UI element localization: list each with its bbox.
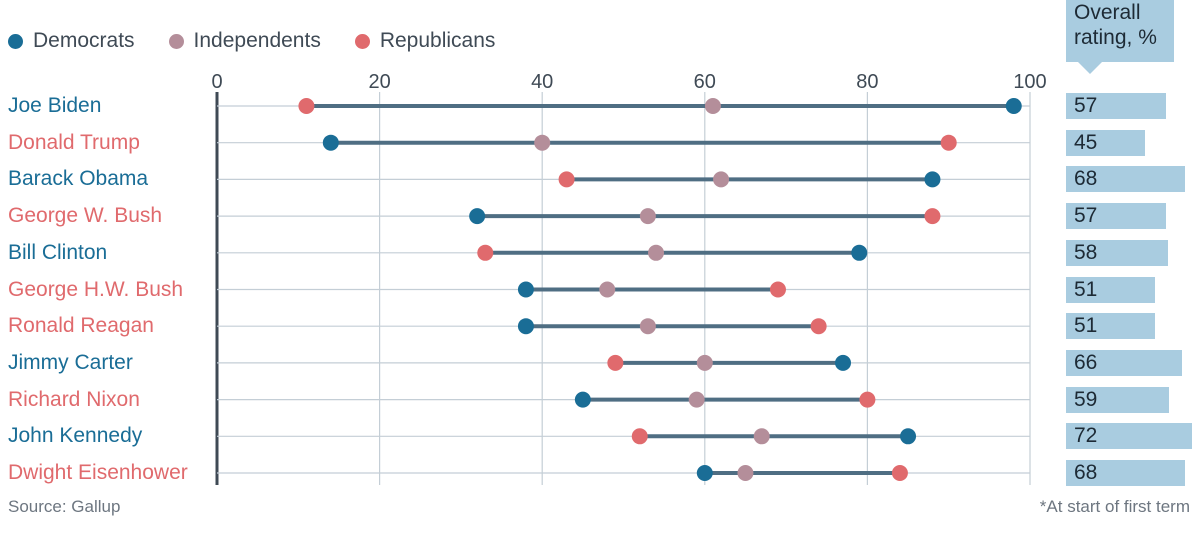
dot-republicans-bill-clinton <box>477 244 494 261</box>
overall-rating-header-line1: Overall <box>1074 1 1141 24</box>
dot-republicans-george-w-bush <box>924 208 941 225</box>
dot-independents-george-h-w-bush <box>599 281 616 298</box>
footnote: *At start of first term <box>1039 497 1190 516</box>
legend-item-independents: Independents <box>168 29 321 53</box>
rating-value-george-w-bush: 57 <box>1074 204 1098 228</box>
row-label-george-h-w-bush: George H.W. Bush <box>8 277 184 301</box>
dot-independents-barack-obama <box>713 171 730 188</box>
x-tick-label-20: 20 <box>368 71 390 93</box>
dot-democrats-dwight-eisenhower <box>696 465 713 481</box>
rating-value-george-h-w-bush: 51 <box>1074 277 1098 301</box>
overall-rating-header-line2: rating, % <box>1074 26 1157 49</box>
rating-bar-john-kennedy <box>1066 423 1192 450</box>
rating-value-donald-trump: 45 <box>1074 130 1098 154</box>
dot-democrats-ronald-reagan <box>517 318 534 335</box>
x-tick-label-60: 60 <box>694 71 716 93</box>
dot-democrats-john-kennedy <box>900 428 917 445</box>
rating-bar-george-h-w-bush <box>1066 276 1155 303</box>
dot-republicans-john-kennedy <box>631 428 648 445</box>
rating-value-jimmy-carter: 66 <box>1074 350 1098 374</box>
dot-independents-richard-nixon <box>688 391 705 408</box>
legend-item-democrats: Democrats <box>8 29 135 53</box>
rating-bar-richard-nixon <box>1066 386 1169 413</box>
legend-label-republicans: Republicans <box>379 29 496 52</box>
dot-independents-dwight-eisenhower <box>737 465 754 481</box>
dot-republicans-donald-trump <box>940 134 957 151</box>
dot-republicans-george-h-w-bush <box>769 281 786 298</box>
rating-bar-jimmy-carter <box>1066 349 1182 376</box>
dot-republicans-dwight-eisenhower <box>891 465 908 481</box>
x-tick-label-100: 100 <box>1013 71 1046 93</box>
dot-independents-joe-biden <box>704 98 721 114</box>
dot-republicans-joe-biden <box>298 98 315 114</box>
dot-democrats-george-w-bush <box>469 208 486 225</box>
rating-bar-bill-clinton <box>1066 239 1168 266</box>
dot-democrats-donald-trump <box>322 134 339 151</box>
row-label-bill-clinton: Bill Clinton <box>8 240 108 264</box>
dot-independents-bill-clinton <box>648 244 665 261</box>
dot-independents-donald-trump <box>534 134 551 151</box>
dot-republicans-jimmy-carter <box>607 354 624 371</box>
rating-value-joe-biden: 57 <box>1074 94 1098 117</box>
dot-independents-george-w-bush <box>639 208 656 225</box>
dot-democrats-barack-obama <box>924 171 941 188</box>
dot-republicans-richard-nixon <box>859 391 876 408</box>
rating-value-barack-obama: 68 <box>1074 167 1098 191</box>
rating-bar-donald-trump <box>1066 129 1145 156</box>
rating-value-john-kennedy: 72 <box>1074 424 1098 448</box>
x-tick-label-80: 80 <box>856 71 878 93</box>
dot-democrats-joe-biden <box>1005 98 1022 114</box>
dot-range-plot: 0 20 40 60 80 100 <box>211 71 1047 485</box>
rating-bar-george-w-bush <box>1066 203 1166 230</box>
legend-item-republicans: Republicans <box>354 29 496 53</box>
rating-value-bill-clinton: 58 <box>1074 240 1098 264</box>
dot-independents-ronald-reagan <box>639 318 656 335</box>
rating-bar-barack-obama <box>1066 166 1185 193</box>
rating-bar-dwight-eisenhower <box>1066 460 1185 486</box>
rating-value-ronald-reagan: 51 <box>1074 314 1098 338</box>
dot-democrats-jimmy-carter <box>835 354 852 371</box>
legend-dot-republicans <box>354 33 370 49</box>
row-label-john-kennedy: John Kennedy <box>8 424 143 448</box>
rating-bar-ronald-reagan <box>1066 313 1155 340</box>
legend-label-independents: Independents <box>193 29 321 52</box>
dot-republicans-ronald-reagan <box>810 318 827 335</box>
dot-democrats-bill-clinton <box>851 244 868 261</box>
dot-democrats-george-h-w-bush <box>517 281 534 298</box>
row-label-barack-obama: Barack Obama <box>8 167 149 191</box>
legend-label-democrats: Democrats <box>33 29 135 52</box>
rating-value-dwight-eisenhower: 68 <box>1074 461 1098 484</box>
legend-dot-independents <box>168 33 184 49</box>
overall-rating-header: Overall rating, % <box>1066 0 1174 74</box>
dot-independents-jimmy-carter <box>696 354 713 371</box>
row-label-richard-nixon: Richard Nixon <box>8 387 140 411</box>
rating-value-richard-nixon: 59 <box>1074 387 1098 411</box>
row-label-george-w-bush: George W. Bush <box>8 204 163 228</box>
x-tick-label-40: 40 <box>531 71 553 93</box>
legend-dot-democrats <box>8 33 23 49</box>
legend: Democrats Independents Republicans <box>8 26 495 56</box>
row-label-jimmy-carter: Jimmy Carter <box>8 350 133 374</box>
dot-independents-john-kennedy <box>753 428 770 445</box>
row-label-donald-trump: Donald Trump <box>8 130 140 154</box>
source-note: Source: Gallup <box>8 497 121 516</box>
rating-bar-joe-biden <box>1066 93 1166 119</box>
dot-democrats-richard-nixon <box>574 391 591 408</box>
dot-republicans-barack-obama <box>558 171 575 188</box>
row-label-joe-biden: Joe Biden <box>8 94 102 117</box>
row-label-ronald-reagan: Ronald Reagan <box>8 314 154 338</box>
x-tick-label-0: 0 <box>211 71 222 93</box>
row-label-dwight-eisenhower: Dwight Eisenhower <box>8 461 188 484</box>
